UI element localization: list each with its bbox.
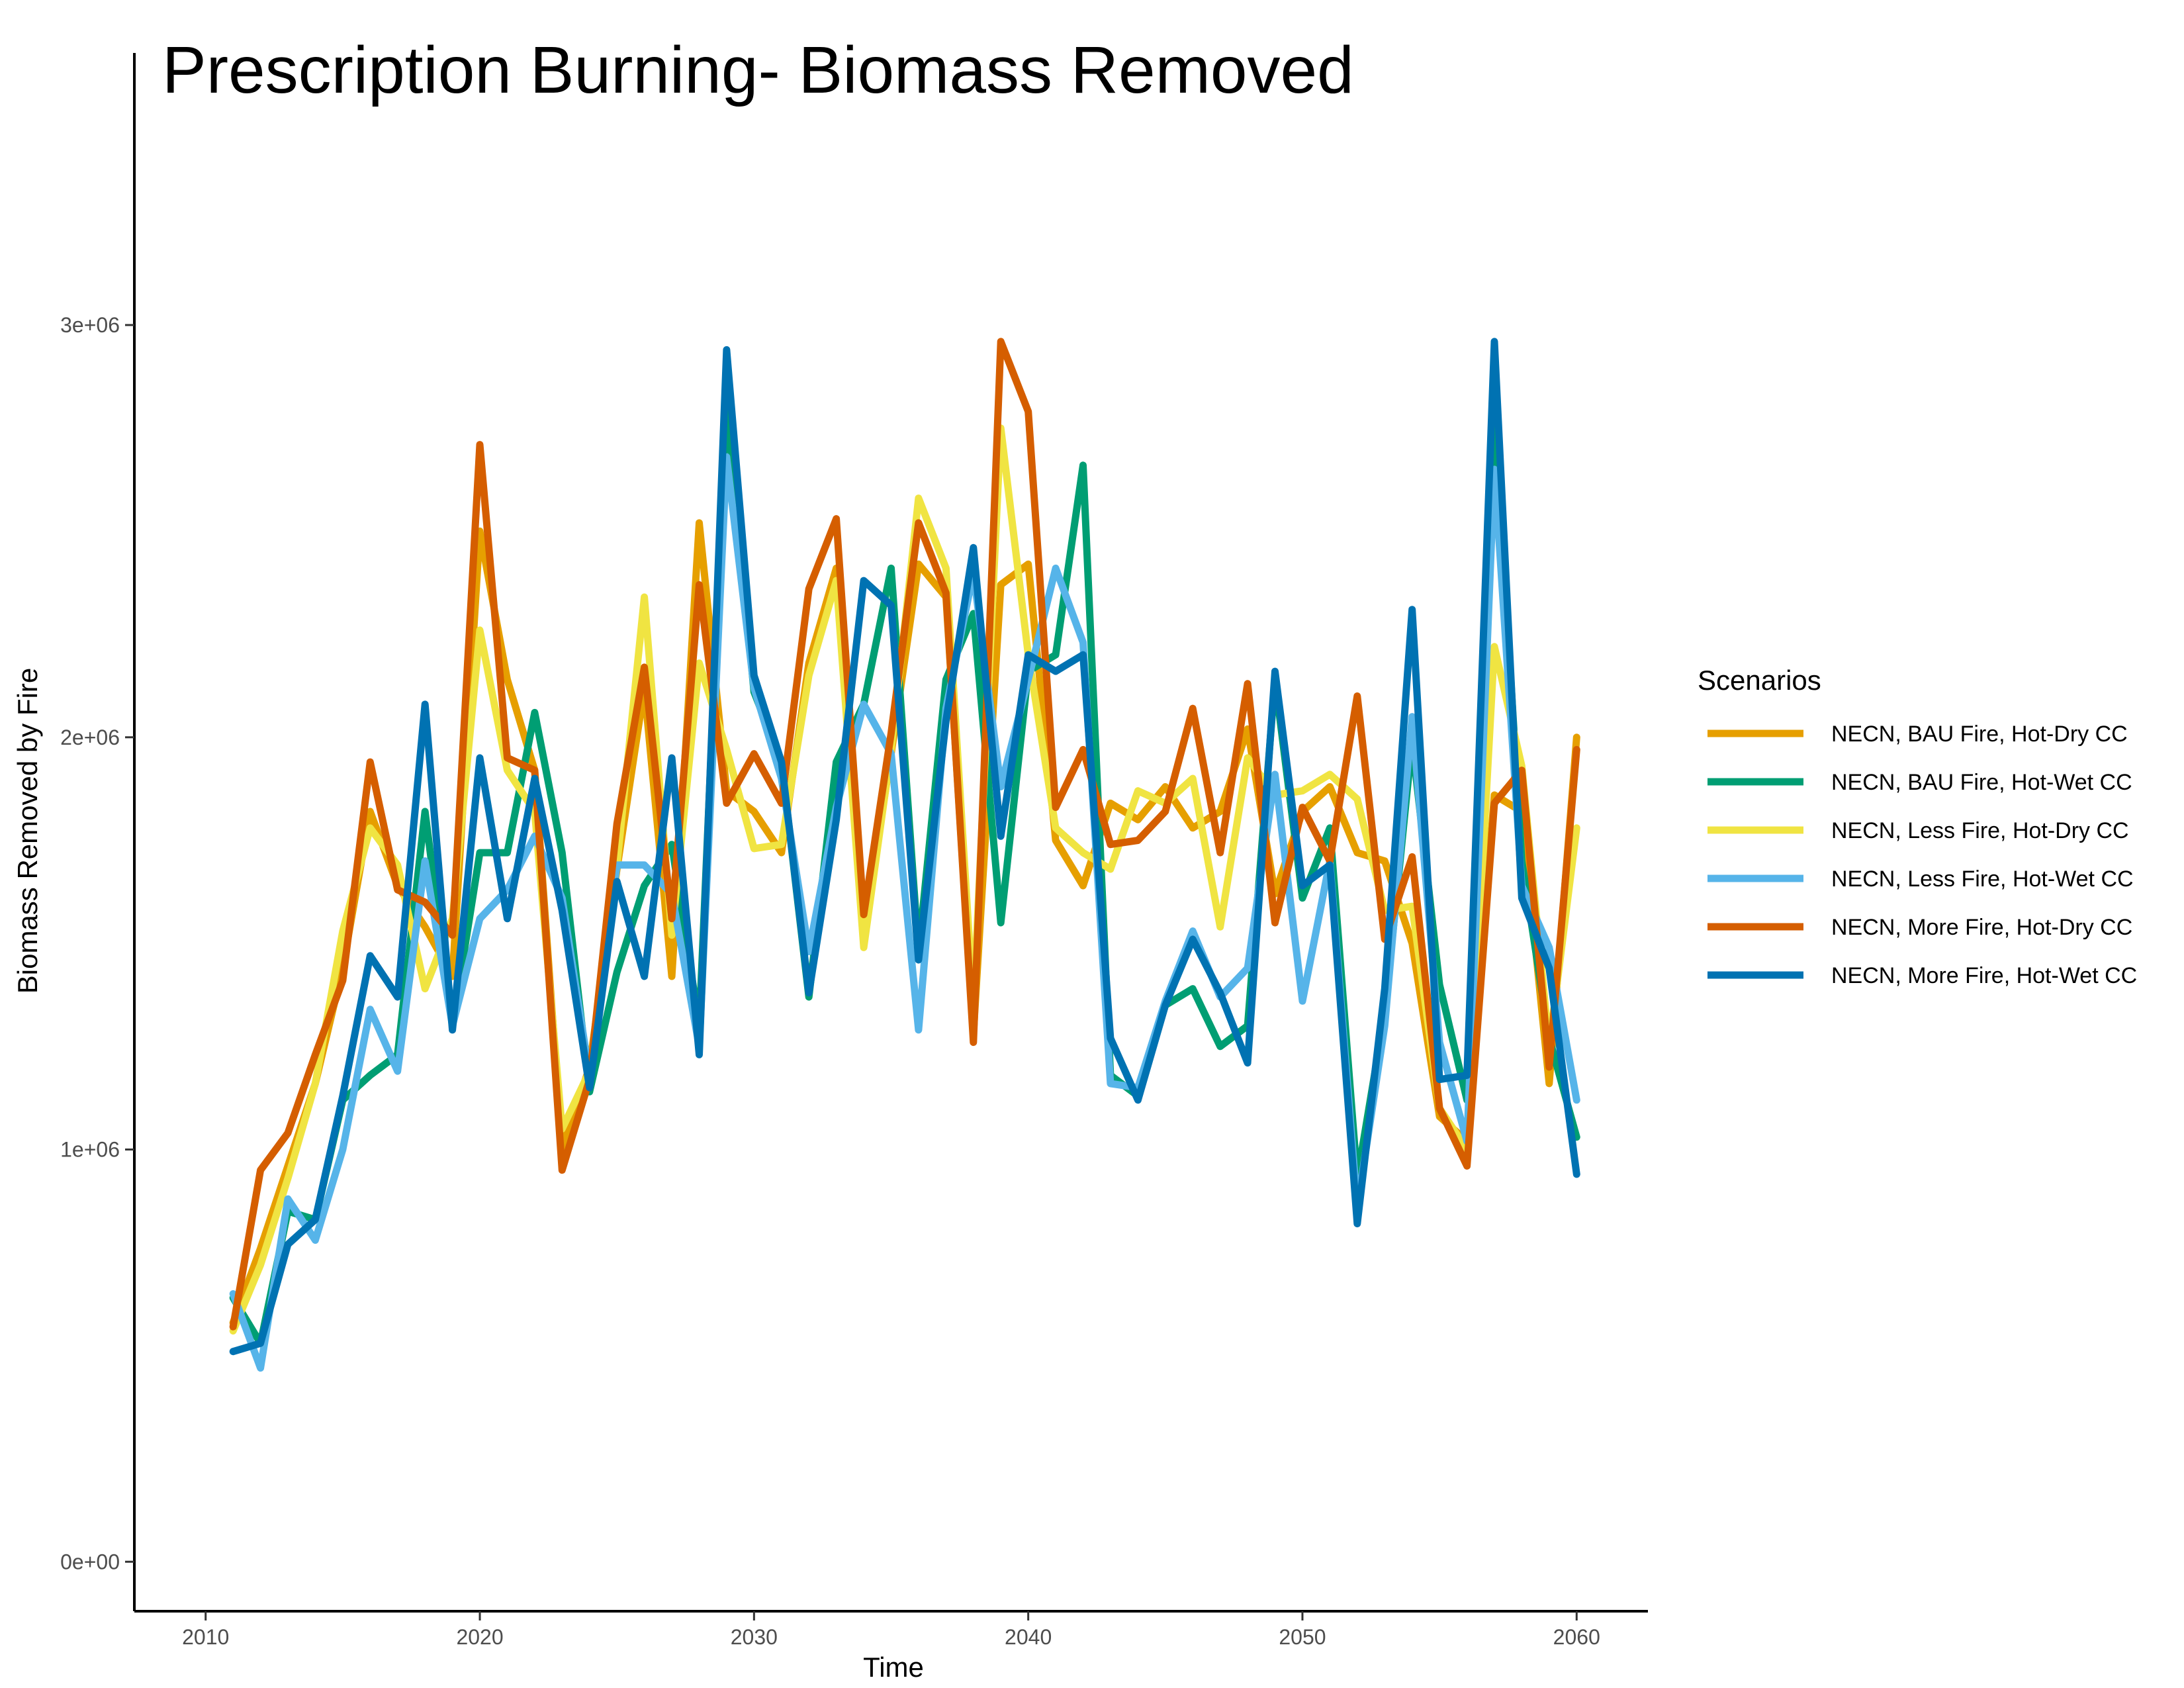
series-line-6 xyxy=(229,338,1580,1356)
x-tick-label: 2050 xyxy=(1279,1625,1326,1649)
legend-label: NECN, More Fire, Hot-Wet CC xyxy=(1831,963,2137,988)
y-tick-label: 2e+06 xyxy=(60,726,120,749)
plot-lines xyxy=(229,338,1580,1372)
series-line-5 xyxy=(229,338,1580,1331)
x-tick-label: 2010 xyxy=(182,1625,229,1649)
x-tick-label: 2030 xyxy=(731,1625,778,1649)
y-tick-label: 1e+06 xyxy=(60,1138,120,1162)
legend-items: NECN, BAU Fire, Hot-Dry CC NECN, BAU Fire… xyxy=(1707,722,2137,988)
x-axis-title: Time xyxy=(863,1652,924,1683)
chart-title: Prescription Burning- Biomass Removed xyxy=(162,33,1354,107)
y-tick-label: 3e+06 xyxy=(60,313,120,337)
x-tick-label: 2020 xyxy=(456,1625,503,1649)
x-tick-label: 2040 xyxy=(1005,1625,1052,1649)
legend-title: Scenarios xyxy=(1698,665,1821,696)
axes xyxy=(133,53,1648,1613)
legend-label: NECN, BAU Fire, Hot-Wet CC xyxy=(1831,770,2132,795)
legend: Scenarios NECN, BAU Fire, Hot-Dry CCNECN… xyxy=(1698,665,2137,988)
y-tick-label: 0e+00 xyxy=(60,1550,120,1573)
legend-label: NECN, Less Fire, Hot-Dry CC xyxy=(1831,818,2129,843)
x-tick-label: 2060 xyxy=(1553,1625,1600,1649)
legend-label: NECN, BAU Fire, Hot-Dry CC xyxy=(1831,722,2128,747)
legend-label: NECN, Less Fire, Hot-Wet CC xyxy=(1831,867,2134,892)
y-ticks: 0e+00 1e+06 2e+06 3e+06 xyxy=(60,313,134,1573)
x-ticks: 2010 2020 2030 2040 2050 2060 xyxy=(182,1611,1600,1649)
y-axis-title: Biomass Removed by Fire xyxy=(12,668,43,994)
legend-label: NECN, More Fire, Hot-Dry CC xyxy=(1831,915,2132,940)
